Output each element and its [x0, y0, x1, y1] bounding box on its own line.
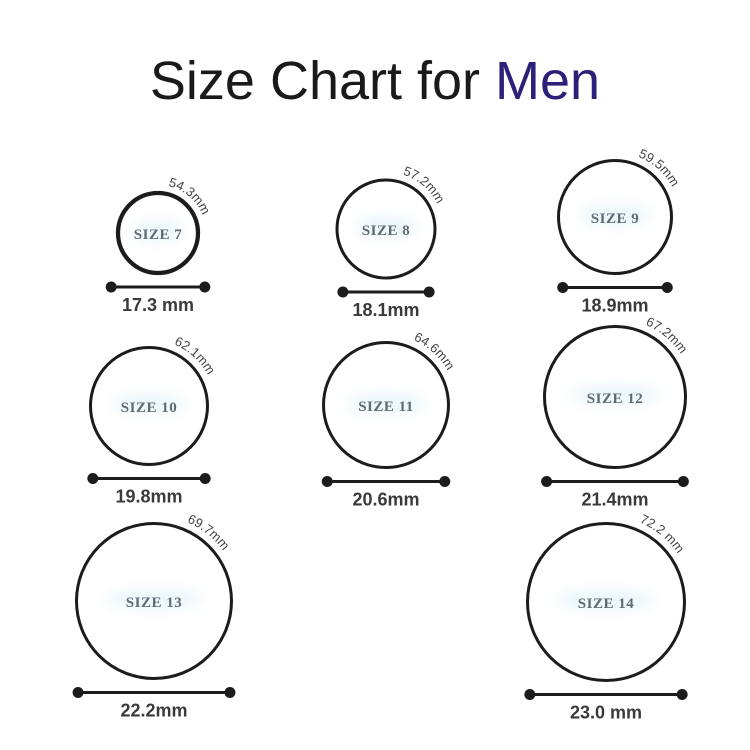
svg-text:SIZE 10: SIZE 10 — [121, 400, 177, 416]
svg-text:SIZE 7: SIZE 7 — [134, 227, 182, 243]
svg-text:22.2mm: 22.2mm — [120, 701, 187, 721]
svg-text:SIZE 12: SIZE 12 — [587, 391, 643, 407]
svg-text:18.1mm: 18.1mm — [352, 300, 419, 320]
svg-text:18.9mm: 18.9mm — [581, 296, 648, 316]
svg-text:SIZE 8: SIZE 8 — [362, 223, 410, 239]
svg-text:SIZE 14: SIZE 14 — [578, 596, 634, 612]
svg-text:SIZE 13: SIZE 13 — [126, 595, 182, 611]
svg-text:17.3 mm: 17.3 mm — [122, 295, 194, 315]
svg-text:SIZE 9: SIZE 9 — [591, 211, 639, 227]
svg-text:23.0 mm: 23.0 mm — [570, 703, 642, 723]
svg-text:20.6mm: 20.6mm — [352, 490, 419, 510]
svg-text:SIZE 11: SIZE 11 — [358, 399, 414, 415]
svg-text:19.8mm: 19.8mm — [115, 487, 182, 507]
svg-text:21.4mm: 21.4mm — [581, 490, 648, 510]
